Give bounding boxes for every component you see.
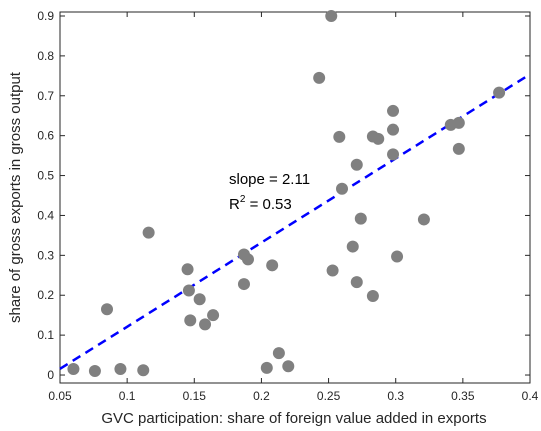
x-tick-label: 0.35 xyxy=(451,389,475,403)
data-point xyxy=(452,142,465,155)
data-point xyxy=(336,182,348,195)
y-tick-label: 0.7 xyxy=(37,89,54,103)
y-tick-label: 0.9 xyxy=(37,9,54,23)
data-point xyxy=(182,284,195,297)
x-tick-label: 0.25 xyxy=(317,389,341,403)
x-tick-label: 0.05 xyxy=(48,389,72,403)
data-point xyxy=(272,347,285,360)
data-point xyxy=(313,71,326,84)
data-point xyxy=(391,250,404,263)
data-point xyxy=(452,116,465,129)
data-point xyxy=(242,253,254,266)
x-tick-label: 0.2 xyxy=(253,389,270,403)
data-point xyxy=(387,123,400,136)
x-axis-label: GVC participation: share of foreign valu… xyxy=(101,410,486,427)
data-point xyxy=(350,276,363,289)
data-point xyxy=(354,212,367,225)
y-tick-label: 0.5 xyxy=(37,169,54,183)
data-point xyxy=(282,360,295,373)
data-point xyxy=(181,263,194,276)
data-point xyxy=(325,9,338,22)
data-point xyxy=(372,132,385,145)
data-point xyxy=(417,213,430,226)
data-point xyxy=(346,240,359,253)
y-axis-label: share of gross exports in gross output xyxy=(7,71,24,323)
x-tick-label: 0.4 xyxy=(522,389,539,403)
x-axis: 0.05 0.1 0.15 0.2 0.25 0.3 0.35 0.4 xyxy=(48,12,539,403)
fit-line xyxy=(59,73,531,370)
x-tick-label: 0.3 xyxy=(387,389,404,403)
y-tick-label: 0.8 xyxy=(37,49,54,63)
data-point xyxy=(366,290,379,303)
fit-line-layer xyxy=(59,73,531,370)
data-point xyxy=(114,363,127,376)
r-squared-letter: R xyxy=(229,196,240,213)
r-squared-annotation: R2 = 0.53 xyxy=(229,194,292,213)
data-point xyxy=(88,365,101,378)
data-points xyxy=(67,9,506,378)
data-point xyxy=(387,148,400,161)
data-point xyxy=(101,303,113,316)
data-point xyxy=(333,130,346,143)
data-point xyxy=(350,158,363,171)
y-axis: 0 0.1 0.2 0.3 0.4 0.5 0.6 0.7 0.8 0.9 xyxy=(37,9,530,382)
data-point xyxy=(67,363,80,376)
y-tick-label: 0.2 xyxy=(37,288,54,302)
data-point xyxy=(493,86,506,99)
data-point xyxy=(260,361,273,374)
r-squared-superscript: 2 xyxy=(240,194,246,205)
data-point xyxy=(137,364,150,377)
x-tick-label: 0.15 xyxy=(183,389,207,403)
data-point xyxy=(199,318,212,331)
y-tick-label: 0.6 xyxy=(37,129,54,143)
data-point xyxy=(184,314,197,327)
data-point xyxy=(387,104,400,117)
y-tick-label: 0.3 xyxy=(37,248,54,262)
y-tick-label: 0 xyxy=(47,368,54,382)
slope-annotation: slope = 2.11 xyxy=(229,171,310,188)
data-point xyxy=(207,309,220,322)
data-point xyxy=(142,226,155,239)
y-tick-label: 0.4 xyxy=(37,208,54,222)
data-point xyxy=(193,293,206,306)
data-point xyxy=(237,278,250,291)
plot-area-frame xyxy=(59,11,531,384)
y-tick-label: 0.1 xyxy=(37,328,54,342)
data-point xyxy=(266,259,279,272)
x-tick-label: 0.1 xyxy=(119,389,136,403)
r-squared-value: = 0.53 xyxy=(245,196,291,213)
data-point xyxy=(326,264,339,277)
